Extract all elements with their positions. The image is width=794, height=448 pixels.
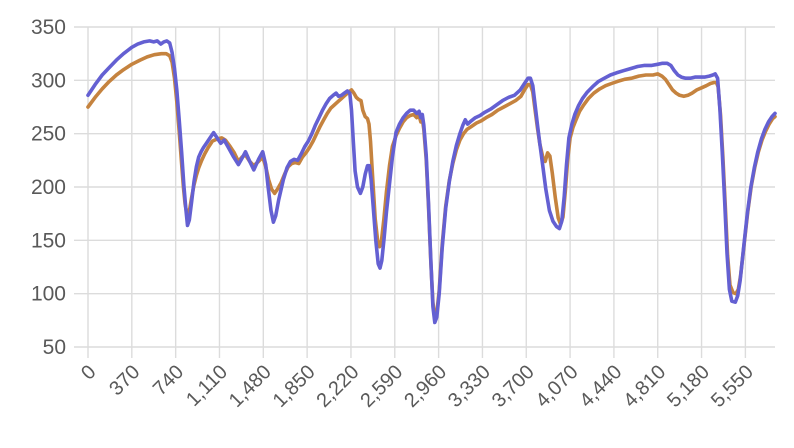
y-axis-tick-label: 250 [31, 123, 66, 146]
x-axis-tick-label: 3,700 [488, 361, 539, 412]
x-axis-tick-label: 1,480 [225, 361, 276, 412]
x-axis-tick-label: 4,070 [532, 361, 583, 412]
x-axis-tick-label: 2,220 [313, 361, 364, 412]
x-axis-tick-label: 4,810 [619, 361, 670, 412]
x-axis-tick-label: 0 [77, 361, 100, 384]
x-axis-tick-label: 5,180 [663, 361, 714, 412]
x-axis-tick-label: 1,850 [269, 361, 320, 412]
line-series_blue [86, 39, 777, 325]
x-axis-tick-label: 5,550 [707, 361, 758, 412]
x-axis-tick-label: 370 [105, 361, 144, 400]
x-axis-tick-label: 2,960 [400, 361, 451, 412]
x-axis-tick-label: 4,440 [575, 361, 626, 412]
y-axis-tick-label: 350 [31, 16, 66, 39]
y-axis-tick-label: 50 [43, 336, 66, 359]
x-axis-tick-label: 1,110 [182, 361, 232, 411]
y-axis-tick-label: 150 [31, 229, 66, 252]
y-axis-tick-label: 300 [31, 69, 66, 92]
x-axis-tick-label: 2,590 [356, 361, 407, 412]
y-axis-tick-label: 100 [31, 283, 66, 306]
y-axis-tick-label: 200 [31, 176, 66, 199]
x-axis-tick-label: 3,330 [444, 361, 495, 412]
